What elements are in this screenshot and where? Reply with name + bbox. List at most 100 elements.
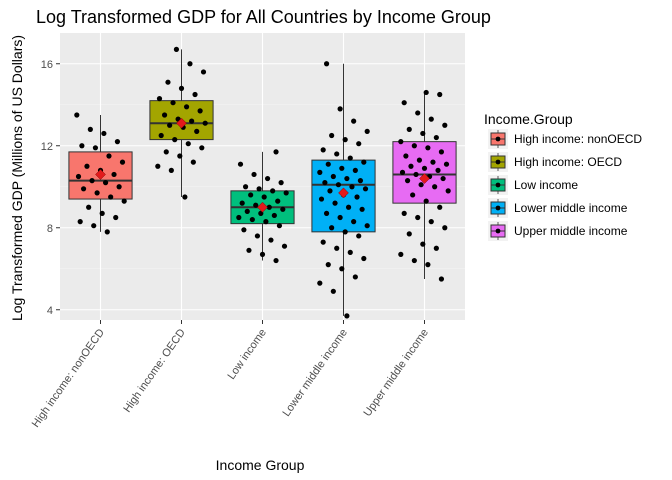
data-point [89, 178, 95, 184]
data-point [406, 126, 412, 132]
data-point [317, 280, 323, 286]
data-point [161, 112, 168, 118]
data-point [364, 128, 370, 134]
data-point [163, 149, 169, 155]
data-point [114, 139, 121, 145]
data-point [442, 225, 448, 231]
data-point [362, 186, 369, 192]
data-point [352, 274, 358, 280]
data-point [357, 178, 364, 184]
data-point [442, 122, 448, 128]
data-point [155, 163, 161, 169]
data-point [356, 233, 362, 239]
data-point [200, 69, 207, 75]
data-point [320, 239, 326, 245]
data-point [158, 132, 164, 139]
legend-label: High income: nonOECD [514, 132, 642, 146]
data-point [329, 132, 335, 139]
data-point [167, 122, 173, 128]
data-point [266, 204, 272, 210]
data-point [403, 153, 409, 159]
data-point [323, 61, 330, 67]
data-point [421, 165, 428, 171]
mean-marker [419, 173, 430, 184]
data-point [416, 157, 423, 163]
data-point [437, 204, 443, 210]
data-point [425, 262, 431, 268]
data-point [79, 143, 85, 149]
data-point [423, 89, 429, 96]
data-point [249, 216, 255, 223]
data-point [411, 257, 417, 264]
data-point [197, 108, 203, 114]
data-point [86, 204, 92, 210]
data-point [84, 163, 90, 169]
data-point [242, 184, 249, 190]
data-point [323, 210, 330, 216]
data-point [248, 192, 254, 198]
data-point [351, 219, 357, 225]
data-point [177, 153, 183, 159]
data-point [351, 118, 357, 124]
data-point [182, 194, 188, 200]
data-point [116, 184, 122, 190]
data-point [337, 106, 343, 112]
legend-key-point [495, 228, 501, 234]
data-point [189, 118, 195, 124]
data-point [342, 229, 348, 235]
data-point [435, 167, 441, 173]
data-point [345, 204, 352, 210]
legend-label: High income: OECD [514, 155, 622, 169]
chart-title: Log Transformed GDP for All Countries by… [36, 7, 491, 27]
data-point [322, 180, 328, 186]
box-group [392, 89, 457, 282]
data-point [268, 237, 274, 243]
data-point [399, 169, 406, 175]
data-point [94, 190, 100, 196]
data-point [104, 229, 110, 235]
mean-marker [176, 117, 187, 129]
legend-item: Upper middle income [488, 221, 628, 241]
data-point [420, 130, 426, 137]
mean-marker [95, 169, 106, 180]
data-point [256, 186, 262, 192]
data-point [246, 247, 252, 253]
data-point [364, 223, 370, 229]
data-point [433, 134, 439, 141]
data-point [251, 171, 257, 178]
data-point [156, 96, 163, 102]
data-point [259, 251, 266, 257]
data-point [192, 91, 198, 98]
data-point [334, 151, 340, 157]
data-point [361, 255, 367, 262]
legend-item: High income: OECD [488, 152, 622, 172]
data-point [271, 212, 277, 219]
mean-marker [338, 187, 349, 199]
data-point [119, 159, 126, 165]
data-point [349, 184, 355, 190]
data-point [415, 110, 421, 116]
data-point [121, 198, 127, 204]
data-point [415, 214, 421, 221]
data-point [344, 175, 350, 182]
data-point [347, 155, 353, 161]
data-point [430, 159, 436, 165]
data-point [334, 245, 340, 251]
data-point [111, 171, 117, 178]
y-tick-label: 8 [47, 223, 53, 235]
data-point [408, 163, 414, 169]
data-point [273, 257, 279, 264]
data-point [239, 200, 245, 206]
data-point [410, 192, 416, 198]
data-point [190, 159, 196, 165]
data-point [183, 104, 190, 110]
data-point [339, 165, 345, 171]
data-point [406, 231, 412, 237]
data-point [281, 243, 288, 249]
data-point [318, 196, 325, 202]
data-point [178, 85, 185, 91]
data-point [113, 214, 119, 221]
data-point [187, 61, 193, 67]
data-point [332, 200, 338, 206]
